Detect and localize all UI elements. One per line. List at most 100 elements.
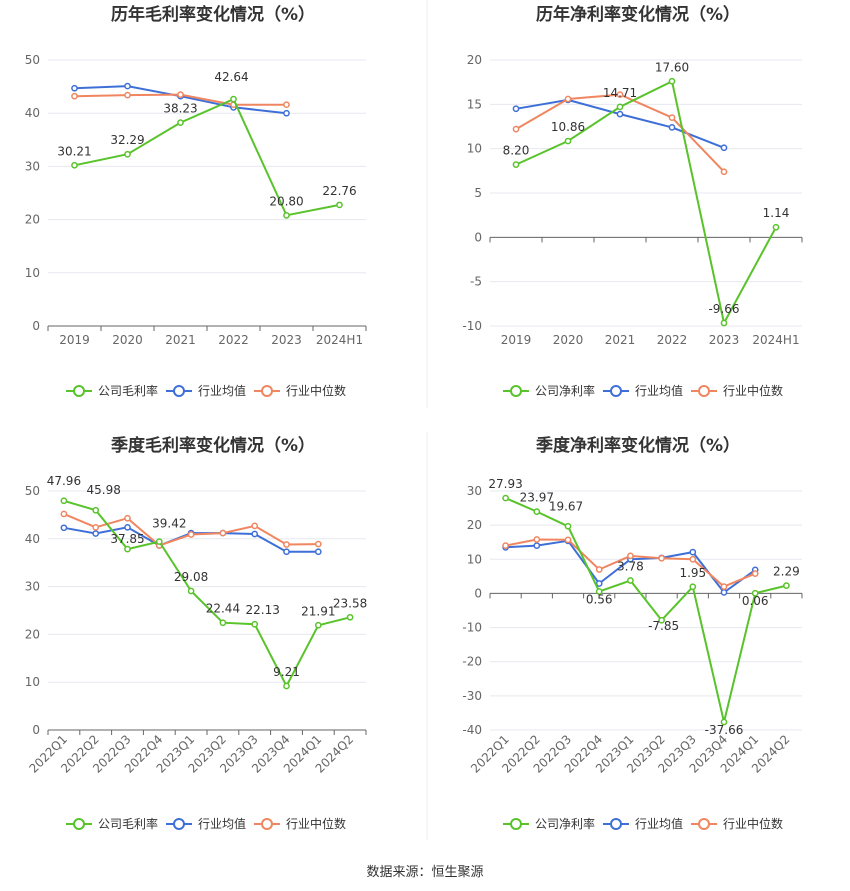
data-label: 20.80 [269,194,303,208]
y-tick-label: -40 [462,723,482,737]
data-point [751,589,759,597]
legend-marker [698,818,710,830]
y-tick-label: 40 [25,106,40,120]
data-point [314,621,322,629]
data-label: -9.66 [708,302,739,316]
data-label: 1.14 [763,206,790,220]
y-tick-label: 20 [25,213,40,227]
data-point [564,536,572,544]
y-tick-label: -10 [462,319,482,333]
data-point [720,718,728,726]
legend-label: 行业均值 [635,816,683,831]
y-tick-label: 30 [467,484,482,498]
y-tick-label: -10 [462,621,482,635]
data-point [502,542,509,549]
data-point [92,523,100,531]
x-tick-label: 2024H1 [752,333,799,347]
series-line-company [63,499,351,689]
y-tick-label: 10 [25,675,40,689]
series-line-company [505,497,787,723]
y-tick-label: 30 [25,580,40,594]
data-point [668,77,676,85]
legend-label: 公司毛利率 [98,816,158,831]
data-label: 17.60 [655,60,689,74]
y-tick-label: 20 [467,53,482,67]
data-point [92,530,100,537]
y-tick-label: 40 [25,532,40,546]
data-point [668,114,676,121]
data-point [60,510,68,518]
data-point [283,541,290,548]
x-tick-label: 2020 [112,333,143,347]
legend-marker [610,385,622,397]
data-point [783,582,790,589]
legend-label: 公司净利率 [535,816,595,831]
data-label: 27.93 [488,477,522,491]
data-label: -37.66 [705,723,744,737]
data-point [627,552,634,560]
data-point [720,583,728,590]
data-point [512,161,520,168]
data-label: 21.91 [301,604,335,618]
legend: 公司毛利率 行业均值 行业中位数 [66,816,346,831]
legend-marker [698,385,710,397]
data-point [124,150,131,158]
chart-1: 历年毛利率变化情况（%） 0 10 20 30 40 50 2019 2020 2021 2022 2… [25,4,367,398]
data-label: 0.56 [586,593,613,607]
legend-label: 公司毛利率 [98,383,158,398]
data-label: 22.13 [246,603,280,617]
data-point [251,522,259,530]
data-source-text: 数据来源：恒生聚源 [366,865,483,880]
x-tick-label: 2024H1 [316,333,363,347]
legend-marker [173,385,185,397]
legend-marker [610,818,622,830]
data-point [71,161,78,169]
y-tick-label: -20 [462,655,482,669]
data-point [533,508,541,515]
data-point [689,583,697,591]
data-point [336,201,343,209]
data-point [533,542,541,549]
data-point [346,613,354,621]
series-line-company [515,79,777,326]
data-point [668,124,676,131]
legend-marker [73,818,85,830]
data-label: 45.98 [87,483,121,497]
data-label: 10.86 [551,120,585,134]
data-label: 32.29 [110,133,144,147]
y-tick-label: 20 [467,518,482,532]
data-point [124,91,131,99]
y-tick-label: 10 [25,266,40,280]
legend: 公司净利率 行业均值 行业中位数 [503,383,783,398]
data-point [720,144,728,152]
chart-2: 历年净利率变化情况（%） -10 -5 0 5 10 15 20 2019 2020 2021 202… [462,4,803,398]
chart-title: 季度净利率变化情况（%） [536,435,740,456]
data-point [720,168,728,176]
y-tick-label: 20 [25,627,40,641]
data-point [230,95,237,103]
data-point [595,566,603,573]
chart-title: 季度毛利率变化情况（%） [111,435,315,456]
y-tick-label: 0 [474,586,482,600]
data-point [595,580,603,587]
y-tick-label: -5 [470,275,482,289]
legend-marker [173,818,185,830]
chart-3: 季度毛利率变化情况（%）010203040502022Q12022Q22022Q… [25,435,368,831]
data-point [314,540,322,548]
y-tick-label: 0 [474,230,482,244]
data-point [616,103,624,111]
data-point [124,82,131,90]
data-point [92,506,100,514]
chart-4: 季度净利率变化情况（%）-40-30-20-1001020302022Q1202… [462,435,803,831]
legend-marker [510,385,522,397]
x-tick-label: 2020 [553,333,584,347]
data-point [187,531,195,538]
data-point [71,92,78,100]
x-tick-label: 2019 [59,333,90,347]
data-point [283,682,290,690]
legend-label: 行业中位数 [286,383,346,398]
y-tick-label: 10 [467,552,482,566]
data-point [71,84,78,92]
y-tick-label: -30 [462,689,482,703]
